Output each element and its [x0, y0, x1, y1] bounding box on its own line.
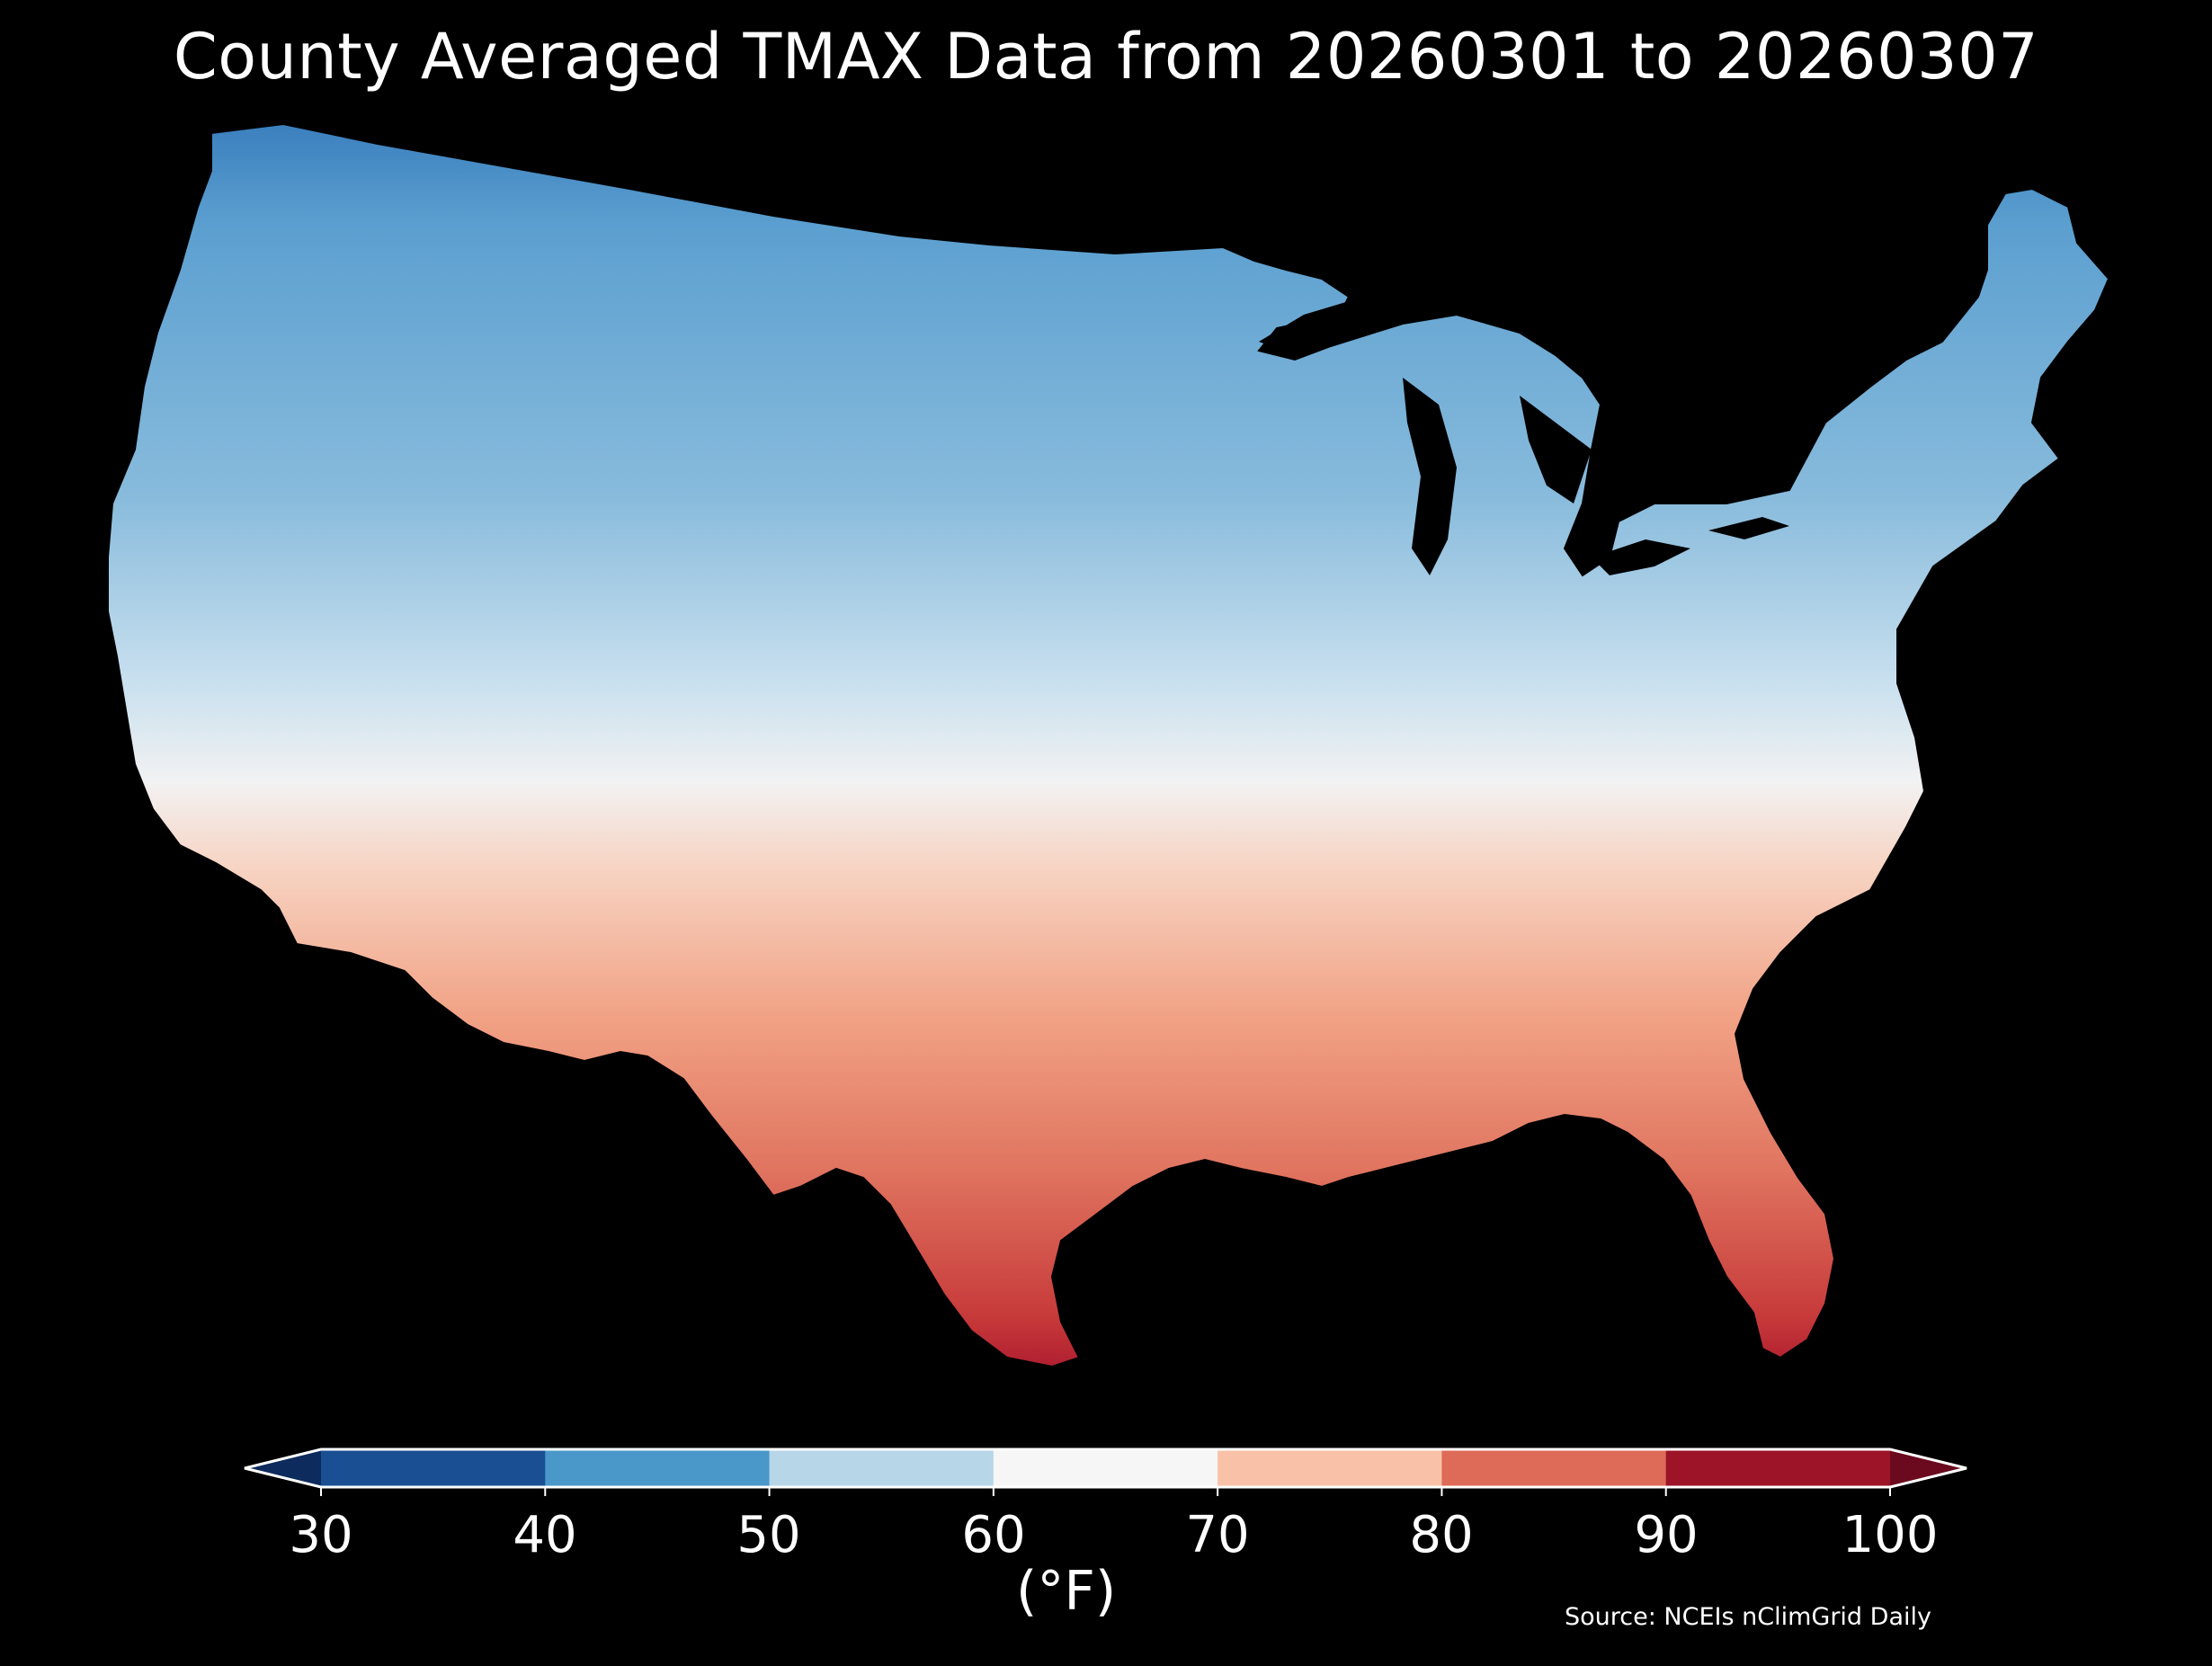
colorbar-tick-90: 90 — [1634, 1506, 1699, 1564]
colorbar-segment — [545, 1449, 771, 1487]
colorbar-tick-70: 70 — [1185, 1506, 1250, 1564]
colorbar-tick-60: 60 — [961, 1506, 1026, 1564]
colorbar-segment — [769, 1449, 995, 1487]
colorbar-under-arrow — [245, 1449, 321, 1487]
colorbar-segment — [1217, 1449, 1442, 1487]
colorbar-segment — [993, 1449, 1218, 1487]
map-title: County Averaged TMAX Data from 20260301 … — [173, 20, 2039, 94]
colorbar-tick-40: 40 — [513, 1506, 577, 1564]
colorbar-tick-50: 50 — [736, 1506, 801, 1564]
colorbar-tick-80: 80 — [1409, 1506, 1474, 1564]
colorbar-segment — [1665, 1449, 1891, 1487]
source-label: Source: NCEIs nClimGrid Daily — [1565, 1603, 1931, 1631]
colorbar-tick-100: 100 — [1842, 1506, 1939, 1564]
great-lakes — [1259, 301, 1789, 575]
colorbar-segment — [1441, 1449, 1667, 1487]
colorbar-tick-30: 30 — [289, 1506, 353, 1564]
colorbar-segment — [321, 1449, 546, 1487]
colorbar-over-arrow — [1890, 1449, 1967, 1487]
colorbar-units-label: (°F) — [1016, 1560, 1117, 1623]
